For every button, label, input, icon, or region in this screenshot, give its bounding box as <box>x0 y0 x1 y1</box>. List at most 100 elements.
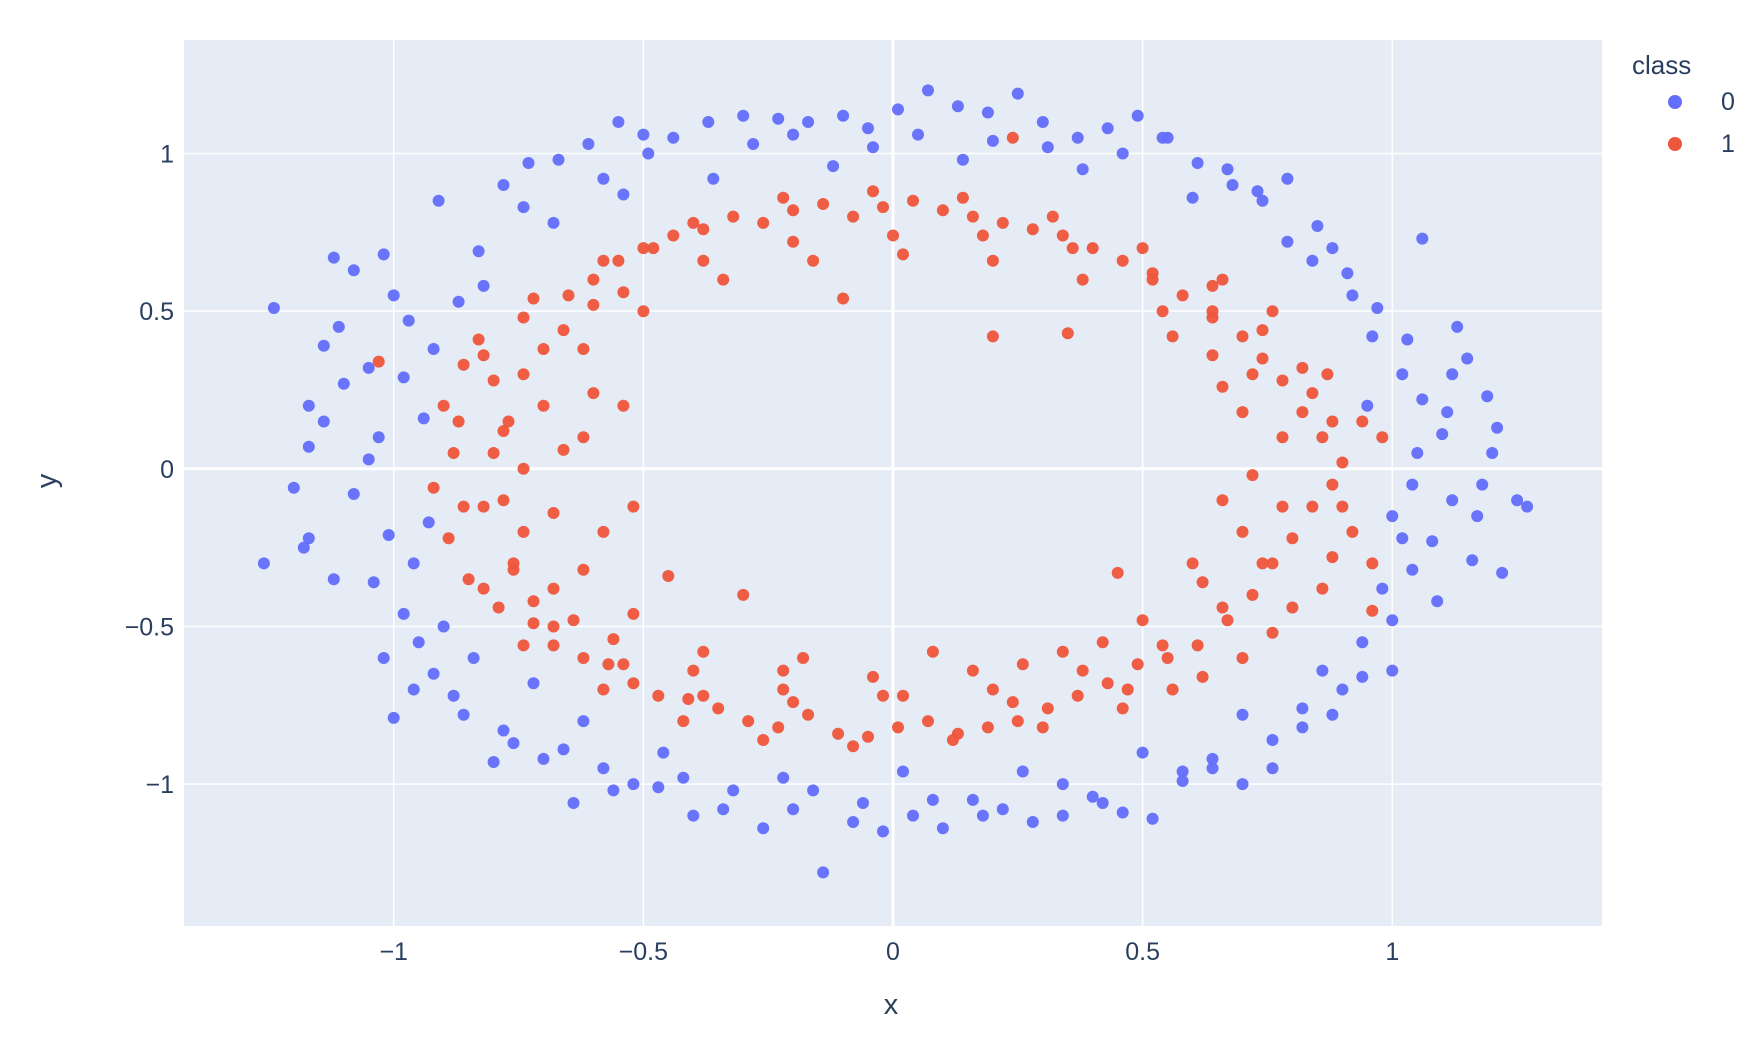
data-point <box>1041 141 1054 154</box>
data-point <box>1216 601 1229 614</box>
data-point <box>507 563 520 576</box>
data-point <box>837 292 850 305</box>
data-point <box>1036 721 1049 734</box>
data-point <box>422 516 435 529</box>
data-point <box>1236 406 1249 419</box>
data-point <box>877 825 889 838</box>
data-point <box>847 816 860 828</box>
data-point <box>1401 333 1414 346</box>
data-point <box>462 573 475 586</box>
data-point <box>1056 809 1069 822</box>
data-point <box>1316 582 1329 595</box>
data-point <box>787 696 800 709</box>
data-point <box>966 664 979 677</box>
data-point <box>1411 447 1424 459</box>
data-point <box>1216 273 1229 286</box>
data-point <box>647 242 660 255</box>
data-point <box>867 141 879 154</box>
data-point <box>1316 431 1329 444</box>
data-point <box>517 368 530 381</box>
data-point <box>1196 576 1209 589</box>
data-point <box>1371 302 1384 314</box>
data-point <box>1026 223 1039 236</box>
data-point <box>1396 532 1409 545</box>
data-point <box>1026 816 1039 828</box>
data-point <box>1066 242 1079 255</box>
y-axis-ticks: −1 −0.5 0 0.5 1 <box>125 141 174 800</box>
data-point <box>1491 421 1504 434</box>
data-point <box>1191 157 1204 169</box>
data-point <box>1386 614 1399 627</box>
data-point <box>847 740 860 753</box>
data-point <box>1116 254 1129 267</box>
data-point <box>956 153 969 166</box>
data-point <box>956 191 969 204</box>
data-point <box>1256 352 1269 365</box>
data-point <box>1096 797 1109 809</box>
data-point <box>981 721 994 734</box>
data-point <box>1476 478 1489 491</box>
data-point <box>1011 715 1024 728</box>
data-point <box>1356 636 1369 649</box>
data-point <box>1186 191 1199 204</box>
data-point <box>1486 447 1499 459</box>
data-point <box>597 525 610 538</box>
data-point <box>617 658 630 671</box>
data-point <box>492 601 505 614</box>
data-point <box>1176 289 1189 302</box>
data-point <box>1136 242 1149 255</box>
data-point <box>1311 220 1324 232</box>
data-point <box>897 689 909 702</box>
data-point <box>257 557 270 570</box>
data-point <box>562 289 575 302</box>
data-point <box>1356 670 1369 683</box>
data-point <box>1056 229 1069 242</box>
data-point <box>1006 696 1019 709</box>
data-point <box>597 683 610 696</box>
legend-marker[interactable] <box>1668 95 1682 109</box>
data-point <box>1256 324 1269 337</box>
legend-label[interactable]: 0 <box>1721 88 1735 116</box>
data-point <box>452 295 465 308</box>
data-point <box>807 254 820 267</box>
x-tick-label: 0 <box>886 938 900 966</box>
data-point <box>1461 352 1474 365</box>
legend-label[interactable]: 1 <box>1721 130 1735 158</box>
data-point <box>517 311 530 324</box>
data-point <box>1246 368 1259 381</box>
data-points <box>257 84 1534 879</box>
data-point <box>1216 494 1229 507</box>
data-point <box>437 620 450 633</box>
data-point <box>637 305 650 318</box>
data-point <box>1236 778 1249 791</box>
data-point <box>1251 185 1264 198</box>
data-point <box>477 500 490 513</box>
data-point <box>986 134 999 147</box>
data-point <box>1016 765 1029 778</box>
data-point <box>1341 267 1354 280</box>
data-point <box>837 109 850 122</box>
data-point <box>537 399 550 412</box>
data-point <box>1281 235 1294 248</box>
data-point <box>332 320 345 333</box>
data-point <box>582 138 595 150</box>
data-point <box>497 425 510 437</box>
data-point <box>922 715 934 728</box>
data-point <box>1156 639 1169 652</box>
data-point <box>1156 305 1169 318</box>
data-point <box>1256 557 1269 570</box>
data-point <box>457 500 470 513</box>
data-point <box>527 617 540 630</box>
data-point <box>1246 469 1259 482</box>
data-point <box>727 210 740 223</box>
data-point <box>1296 406 1309 419</box>
data-point <box>1166 683 1179 696</box>
data-point <box>1416 393 1429 406</box>
data-point <box>1326 415 1339 428</box>
legend-marker[interactable] <box>1668 137 1682 151</box>
data-point <box>297 541 310 554</box>
data-point <box>382 529 395 541</box>
data-point <box>1416 232 1429 245</box>
data-point <box>787 235 800 248</box>
data-point <box>1396 368 1409 381</box>
